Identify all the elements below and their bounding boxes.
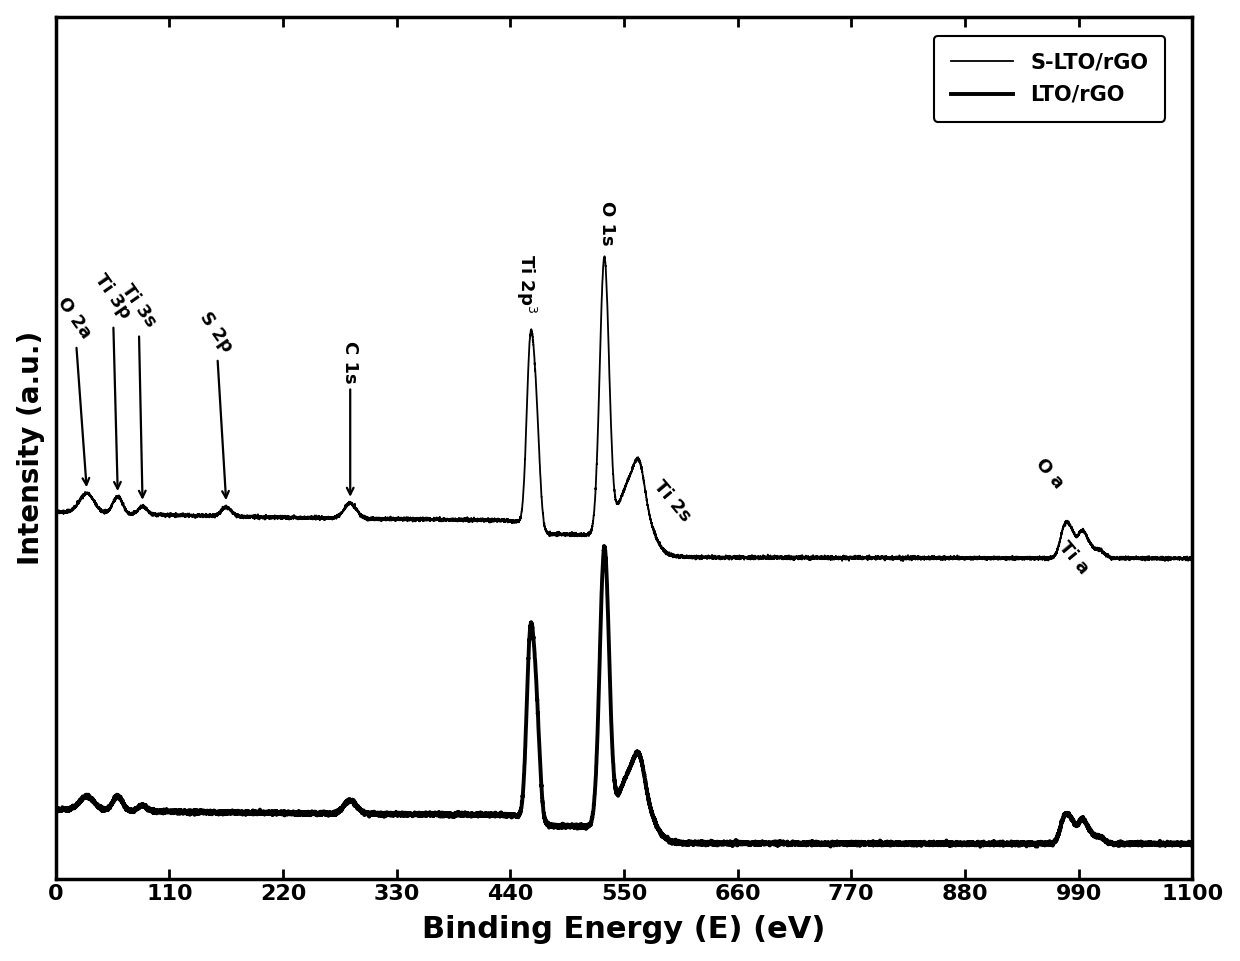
Text: C 1s: C 1s	[341, 341, 360, 494]
Text: Ti a: Ti a	[1055, 538, 1092, 578]
Legend: S-LTO/rGO, LTO/rGO: S-LTO/rGO, LTO/rGO	[934, 36, 1164, 121]
Text: Ti 3p: Ti 3p	[91, 271, 134, 488]
Text: Ti 3s: Ti 3s	[118, 282, 160, 498]
Y-axis label: Intensity (a.u.): Intensity (a.u.)	[16, 331, 45, 565]
Text: S 2p: S 2p	[196, 308, 236, 498]
Text: Ti 2p$^3$: Ti 2p$^3$	[513, 254, 538, 313]
Text: O 1s: O 1s	[599, 201, 616, 245]
X-axis label: Binding Energy (E) (eV): Binding Energy (E) (eV)	[423, 915, 826, 945]
Text: O 2a: O 2a	[53, 294, 95, 484]
Text: O a: O a	[1032, 456, 1068, 492]
Text: Ti 2s: Ti 2s	[650, 477, 694, 526]
